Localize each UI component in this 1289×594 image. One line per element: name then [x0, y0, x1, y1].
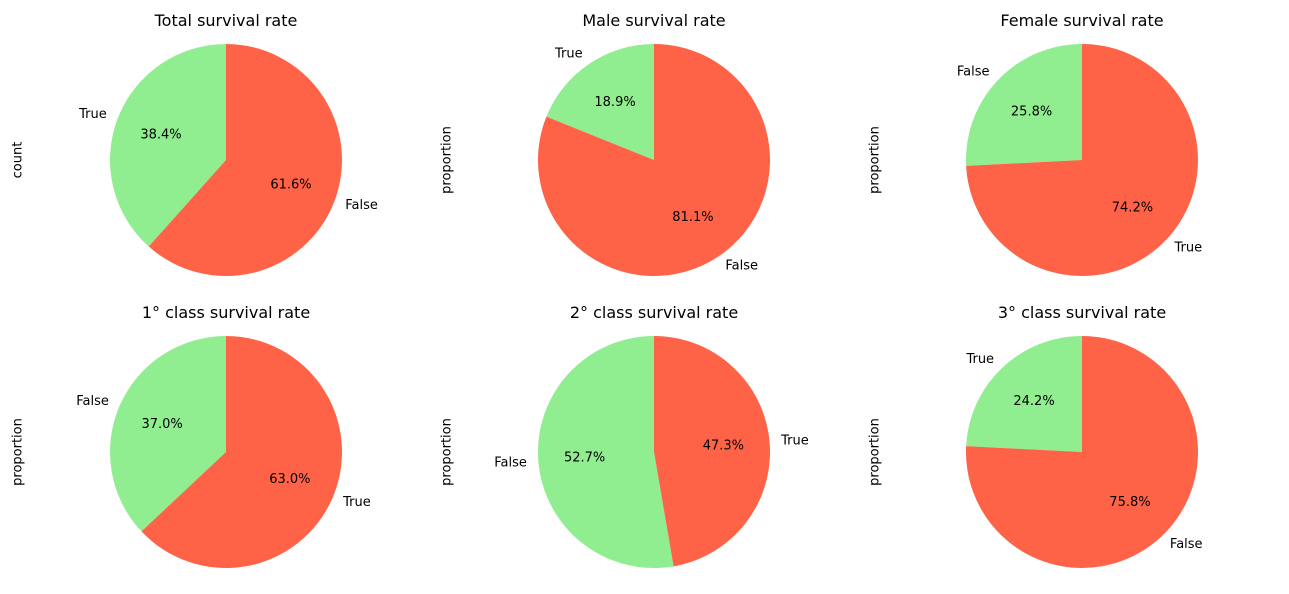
pie-slice-1 [109, 336, 226, 532]
slice-percent-label: 38.4% [140, 128, 181, 143]
pie-slice-2 [965, 336, 1198, 568]
slice-percent-label: 74.2% [1112, 200, 1153, 215]
chart-title: Female survival rate [1000, 11, 1163, 30]
slice-percent-label: 24.2% [1013, 394, 1054, 409]
slice-category-label: False [957, 65, 990, 80]
pie-chart-4: 1° class survival rate proportion 37.0% Fal… [11, 303, 371, 568]
slice-percent-label: 75.8% [1109, 495, 1150, 510]
slice-percent-label: 25.8% [1011, 105, 1052, 120]
slice-percent-label: 63.0% [269, 472, 310, 487]
y-axis-label: proportion [868, 126, 883, 194]
pie-slice-2 [141, 336, 342, 568]
y-axis-label: proportion [11, 418, 26, 486]
pie-chart-2: Male survival rate proportion 18.9% True 81.… [440, 11, 770, 276]
slice-category-label: True [554, 47, 583, 62]
pie-slice-2 [654, 336, 771, 567]
slice-percent-label: 47.3% [703, 439, 744, 454]
pie-slice-2 [538, 44, 770, 276]
pie-chart-6: 3° class survival rate proportion 24.2% Tru… [868, 303, 1203, 568]
y-axis-label: proportion [868, 418, 883, 486]
chart-title: Male survival rate [582, 11, 725, 30]
chart-title: Total survival rate [154, 11, 298, 30]
slice-category-label: False [76, 394, 109, 409]
slice-category-label: False [345, 198, 378, 213]
pie-slice-2 [966, 44, 1198, 276]
slice-percent-label: 37.0% [141, 417, 182, 432]
charts-layer: Total survival rate count 38.4% True 61.6% Fa… [11, 11, 1203, 568]
pie-slice-1 [109, 44, 226, 247]
slice-category-label: True [965, 352, 994, 367]
slice-category-label: False [494, 455, 527, 470]
pie-chart-5: 2° class survival rate proportion 52.7% Fal… [440, 303, 809, 568]
chart-title: 2° class survival rate [570, 303, 738, 322]
pie-chart-1: Total survival rate count 38.4% True 61.6% Fa… [11, 11, 378, 276]
pie-chart-3: Female survival rate proportion 25.8% False… [868, 11, 1202, 276]
slice-category-label: False [1170, 537, 1203, 552]
pie-slice-1 [966, 336, 1082, 452]
slice-percent-label: 61.6% [270, 177, 311, 192]
slice-percent-label: 81.1% [672, 210, 713, 225]
pie-slice-2 [148, 44, 342, 276]
slice-category-label: False [725, 258, 758, 273]
slice-category-label: True [78, 107, 107, 122]
slice-percent-label: 18.9% [594, 95, 635, 110]
y-axis-label: proportion [440, 126, 455, 194]
slice-percent-label: 52.7% [564, 450, 605, 465]
slice-category-label: True [780, 434, 809, 449]
slice-category-label: True [1173, 240, 1202, 255]
chart-title: 3° class survival rate [998, 303, 1166, 322]
pie-slice-1 [546, 44, 654, 160]
pie-slice-1 [965, 44, 1082, 166]
pie-slice-1 [538, 336, 674, 568]
y-axis-label: count [11, 142, 26, 179]
slice-category-label: True [342, 495, 371, 510]
chart-title: 1° class survival rate [142, 303, 310, 322]
y-axis-label: proportion [440, 418, 455, 486]
